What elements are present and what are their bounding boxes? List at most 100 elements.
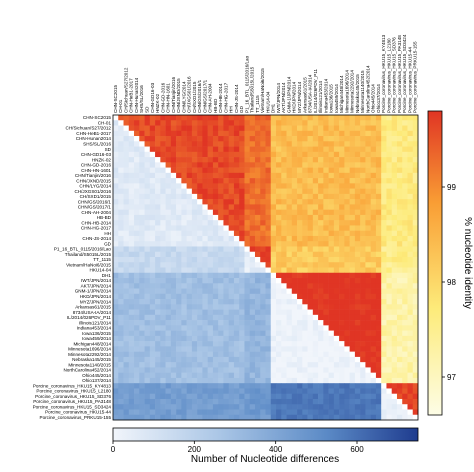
heatmap-cell bbox=[370, 256, 377, 263]
heatmap-cell bbox=[254, 146, 261, 153]
heatmap-cell bbox=[302, 377, 308, 384]
heatmap-cell bbox=[386, 178, 393, 184]
heatmap-cell bbox=[165, 304, 172, 310]
heatmap-cell bbox=[312, 167, 319, 174]
heatmap-cell bbox=[265, 330, 272, 337]
heatmap-cell bbox=[249, 130, 256, 137]
heatmap-cell bbox=[228, 383, 235, 389]
heatmap-cell bbox=[270, 330, 277, 337]
heatmap-cell bbox=[402, 383, 408, 389]
heatmap-cell bbox=[260, 230, 266, 237]
heatmap-cell bbox=[144, 220, 151, 226]
heatmap-cell bbox=[370, 267, 377, 274]
heatmap-cell bbox=[370, 409, 377, 416]
heatmap-cell bbox=[276, 230, 282, 237]
heatmap-cell bbox=[333, 262, 340, 268]
heatmap-cell bbox=[197, 157, 203, 163]
heatmap-cell bbox=[307, 262, 314, 268]
heatmap-cell bbox=[260, 325, 266, 331]
heatmap-cell bbox=[223, 225, 229, 231]
heatmap-cell bbox=[265, 230, 272, 237]
heatmap-cell bbox=[333, 362, 340, 368]
heatmap-cell bbox=[381, 362, 387, 368]
heatmap-cell bbox=[318, 351, 324, 358]
heatmap-cell bbox=[412, 267, 419, 274]
row-label: CHN-AH-2004 bbox=[81, 210, 111, 215]
heatmap-cell bbox=[386, 162, 393, 168]
heatmap-cell bbox=[191, 341, 198, 347]
heatmap-cell bbox=[375, 293, 382, 300]
heatmap-cell bbox=[349, 414, 356, 421]
heatmap-cell bbox=[160, 199, 166, 205]
heatmap-cell bbox=[207, 146, 214, 153]
heatmap-cell bbox=[302, 367, 308, 373]
heatmap-cell bbox=[186, 299, 193, 305]
heatmap-cell bbox=[244, 225, 251, 231]
heatmap-cell bbox=[197, 330, 203, 337]
heatmap-cell bbox=[139, 393, 145, 400]
heatmap-cell bbox=[244, 309, 251, 316]
heatmap-cell bbox=[160, 372, 166, 379]
heatmap-cell bbox=[118, 330, 124, 337]
heatmap-cell bbox=[244, 278, 251, 284]
heatmap-cell bbox=[407, 278, 414, 284]
heatmap-cell bbox=[344, 293, 350, 300]
column-label: TT_1115 bbox=[255, 95, 260, 113]
heatmap-cell bbox=[402, 398, 408, 405]
heatmap-cell bbox=[134, 299, 140, 305]
heatmap-cell bbox=[160, 367, 166, 373]
heatmap-cell bbox=[139, 283, 145, 289]
heatmap-cell bbox=[302, 130, 308, 137]
heatmap-cell bbox=[391, 351, 398, 358]
heatmap-cell bbox=[244, 335, 251, 342]
heatmap-cell bbox=[191, 356, 198, 363]
heatmap-cell bbox=[123, 346, 130, 352]
heatmap-cell bbox=[223, 178, 229, 184]
heatmap-cell bbox=[144, 388, 151, 395]
heatmap-cell bbox=[318, 141, 324, 147]
heatmap-cell bbox=[165, 193, 172, 200]
heatmap-cell bbox=[254, 320, 261, 326]
heatmap-cell bbox=[207, 383, 214, 389]
heatmap-cell bbox=[323, 199, 329, 205]
heatmap-cell bbox=[391, 335, 398, 342]
heatmap-cell bbox=[139, 414, 145, 421]
heatmap-cell bbox=[354, 136, 361, 142]
heatmap-cell bbox=[212, 362, 219, 368]
heatmap-cell bbox=[391, 230, 398, 237]
heatmap-cell bbox=[354, 335, 361, 342]
heatmap-cell bbox=[123, 136, 130, 142]
heatmap-cell bbox=[165, 251, 172, 258]
heatmap-cell bbox=[360, 235, 366, 242]
heatmap-cell bbox=[176, 341, 182, 347]
heatmap-cell bbox=[360, 141, 366, 147]
heatmap-cell bbox=[302, 293, 308, 300]
heatmap-cell bbox=[370, 141, 377, 147]
heatmap-cell bbox=[202, 346, 208, 352]
heatmap-cell bbox=[212, 193, 219, 200]
heatmap-cell bbox=[149, 320, 156, 326]
heatmap-cell bbox=[386, 283, 393, 289]
row-label: CH/JXGS01/2016 bbox=[74, 189, 111, 194]
row-label: Porcine_coronavirus_HKU15_SD376 bbox=[35, 394, 111, 399]
heatmap-cell bbox=[212, 377, 219, 384]
heatmap-cell bbox=[344, 335, 350, 342]
heatmap-cell bbox=[333, 167, 340, 174]
heatmap-cell bbox=[386, 388, 393, 395]
heatmap-cell bbox=[412, 278, 419, 284]
heatmap-cell bbox=[134, 409, 140, 416]
heatmap-cell bbox=[265, 341, 272, 347]
heatmap-cell bbox=[291, 388, 298, 395]
heatmap-cell bbox=[328, 251, 335, 258]
heatmap-cell bbox=[302, 225, 308, 231]
heatmap-cell bbox=[260, 299, 266, 305]
heatmap-cell bbox=[228, 235, 235, 242]
heatmap-cell bbox=[386, 272, 393, 279]
row-label: CHN-HB-2014 bbox=[81, 220, 111, 225]
heatmap-cell bbox=[333, 272, 340, 279]
heatmap-cell bbox=[197, 241, 203, 247]
heatmap-cell bbox=[239, 314, 245, 321]
heatmap-cell bbox=[407, 283, 414, 289]
heatmap-cell bbox=[260, 267, 266, 274]
heatmap-cell bbox=[113, 241, 119, 247]
